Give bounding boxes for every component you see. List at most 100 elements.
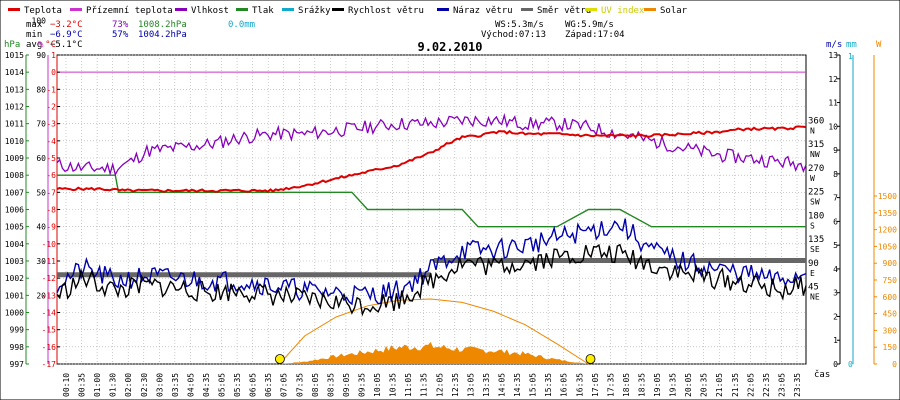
x-tick-label: 00:35 — [78, 373, 87, 397]
x-tick-label: 14:35 — [513, 373, 522, 397]
stat-max-temp: −3.2°C — [50, 20, 83, 30]
axis-dir-deg: 270 — [808, 164, 824, 174]
x-tick-label: 15:05 — [529, 373, 538, 397]
axis-dir-label: E — [810, 269, 815, 278]
axis-celsius-tick: -12 — [42, 274, 57, 283]
legend-swatch — [644, 8, 656, 11]
axis-celsius-tick: -5 — [46, 154, 56, 163]
axis-percent-tick: 50 — [36, 188, 46, 197]
axis-celsius-tick: -1 — [46, 85, 56, 94]
axis-w-tick: 1050 — [878, 242, 897, 251]
axis-celsius-tick: -14 — [42, 309, 57, 318]
axis-percent-tick: 40 — [36, 223, 46, 232]
x-tick-label: 12:05 — [435, 373, 444, 397]
stat-label: avg — [26, 40, 42, 50]
legend-swatch — [8, 8, 20, 11]
legend-swatch — [521, 8, 533, 11]
axis-ms-unit: m/s — [826, 40, 842, 50]
x-tick-label: 18:35 — [637, 373, 646, 397]
axis-ms-tick: 8 — [833, 170, 838, 179]
axis-dir-label: N — [810, 126, 815, 135]
axis-hpa-tick: 1009 — [5, 154, 24, 163]
sun-marker — [274, 354, 285, 364]
x-tick-label: 07:35 — [295, 373, 304, 397]
x-tick-label: 05:35 — [233, 373, 242, 397]
x-tick-label: 02:30 — [140, 373, 149, 397]
legend-label: Náraz větru — [453, 6, 513, 16]
x-tick-label: 05:05 — [218, 373, 227, 397]
axes: hPa9979989991000100110021003100410051006… — [4, 17, 897, 397]
axis-w-tick: 1500 — [878, 192, 897, 201]
axis-dir-deg: 180 — [808, 211, 824, 221]
axis-dir-label: SW — [810, 198, 820, 207]
axis-dir-deg: 360 — [808, 116, 824, 126]
axis-ms-tick: 13 — [828, 51, 838, 60]
axis-dir-deg: 135 — [808, 235, 824, 245]
axis-dir-label: SE — [810, 245, 820, 254]
axis-percent-tick: 100 — [32, 17, 47, 26]
axis-hpa-tick: 1006 — [5, 206, 24, 215]
axis-celsius-tick: -15 — [42, 326, 57, 335]
axis-celsius-tick: -16 — [42, 343, 57, 352]
legend-swatch — [437, 8, 449, 11]
x-tick-label: 17:35 — [606, 373, 615, 397]
stat-min-hum: 57% — [112, 30, 129, 40]
axis-celsius-tick: -13 — [42, 291, 57, 300]
stat-min-press: 1004.2hPa — [138, 30, 187, 40]
x-tick-label: 23:35 — [793, 373, 802, 397]
axis-ms-tick: 10 — [828, 122, 838, 131]
sun-marker — [585, 354, 596, 364]
axis-w-tick: 150 — [883, 343, 898, 352]
legend-label: Srážky — [298, 6, 331, 16]
series-wind-speed — [56, 243, 807, 317]
x-tick-label: 16:35 — [575, 373, 584, 397]
x-tick-label: 11:35 — [420, 373, 429, 397]
axis-w-tick: 1350 — [878, 209, 897, 218]
axis-hpa-tick: 1008 — [5, 171, 24, 180]
axis-w-tick: 750 — [883, 276, 898, 285]
axis-hpa-tick: 1012 — [5, 103, 24, 112]
x-tick-label: 09:35 — [358, 373, 367, 397]
axis-dir-label: W — [810, 174, 815, 183]
series-solar — [279, 342, 589, 364]
axis-celsius-tick: -2 — [46, 103, 56, 112]
axis-celsius-tick: -3 — [46, 120, 56, 129]
axis-hpa-unit: hPa — [4, 40, 20, 50]
axis-w-tick: 600 — [883, 293, 898, 302]
axis-ms-tick: 4 — [833, 265, 838, 274]
x-tick-label: 01:30 — [109, 373, 118, 397]
legend: Teplota Přízemní teplota Vlhkost Tlak Srážky… — [8, 6, 688, 16]
axis-percent-tick: 90 — [36, 51, 46, 60]
axis-ms-tick: 9 — [833, 146, 838, 155]
axis-percent-tick: 30 — [36, 257, 46, 266]
axis-hpa-tick: 1002 — [5, 274, 24, 283]
legend-label: Vlhkost — [191, 6, 229, 16]
axis-celsius-tick: -10 — [42, 240, 57, 249]
axis-ms-tick: 0 — [833, 360, 838, 369]
axis-time-unit: čas — [814, 369, 830, 380]
axis-dir-label: S — [810, 221, 815, 230]
legend-swatch — [175, 8, 187, 11]
legend-label: Rychlost větru — [348, 6, 424, 16]
axis-celsius-tick: -4 — [46, 137, 56, 146]
series-pressure — [57, 174, 806, 228]
series-humidity — [56, 112, 807, 177]
axis-w-tick: 900 — [883, 259, 898, 268]
axis-dir-label: NW — [810, 150, 820, 159]
axis-ms-tick: 1 — [833, 336, 838, 345]
x-tick-label: 22:35 — [762, 373, 771, 397]
stat-min-temp: −6.9°C — [50, 30, 83, 40]
x-tick-label: 19:35 — [669, 373, 678, 397]
axis-mm-tick: 1 — [848, 52, 853, 61]
axis-hpa-tick: 997 — [10, 360, 25, 369]
legend-label: Tlak — [252, 6, 274, 16]
series-temperature — [56, 125, 807, 193]
axis-w-tick: 300 — [883, 326, 898, 335]
axis-celsius-tick: -6 — [46, 171, 56, 180]
axis-dir-deg: 90 — [808, 259, 819, 269]
x-tick-label: 13:05 — [466, 373, 475, 397]
x-tick-label: 09:05 — [342, 373, 351, 397]
x-tick-label: 02:00 — [124, 373, 133, 397]
axis-hpa-tick: 1010 — [5, 137, 24, 146]
x-tick-label: 15:35 — [544, 373, 553, 397]
